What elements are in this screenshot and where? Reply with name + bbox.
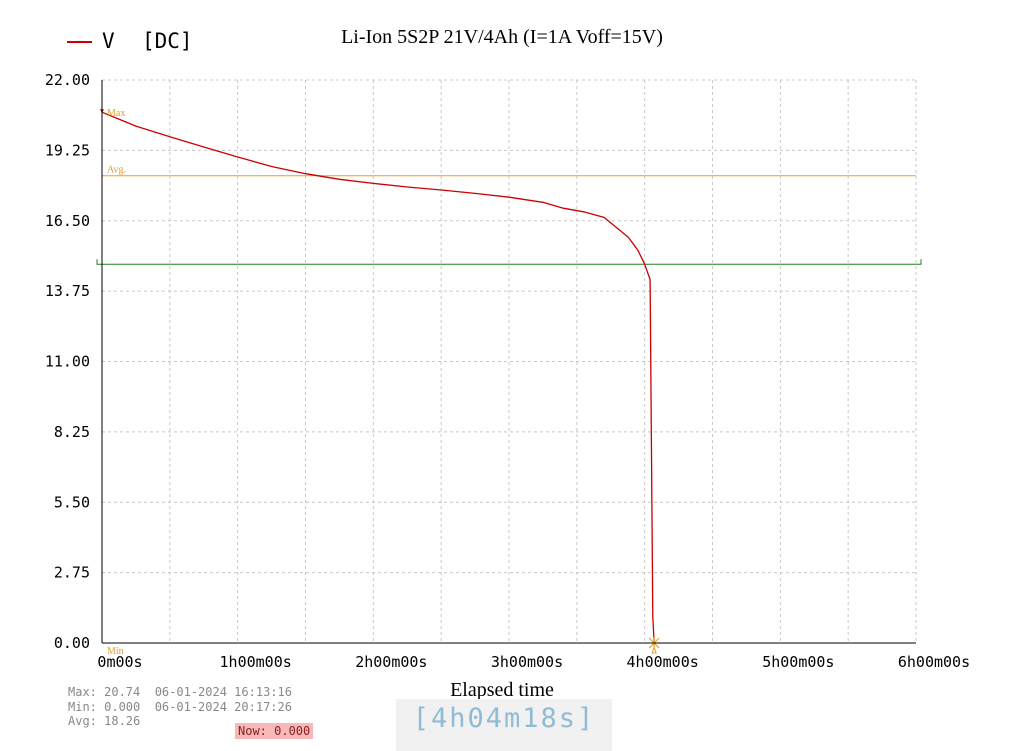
stats-max: Max: 20.74 06-01-2024 16:13:16 bbox=[68, 685, 292, 699]
x-tick-label: 0m00s bbox=[97, 653, 142, 671]
y-tick-label: 19.25 bbox=[45, 141, 90, 159]
reference-line-label: Avg. bbox=[107, 165, 126, 176]
grid bbox=[101, 79, 917, 644]
stats-avg: Avg: 18.26 bbox=[68, 714, 141, 728]
y-tick-label: 13.75 bbox=[45, 282, 90, 300]
y-tick-label: 16.50 bbox=[45, 212, 90, 230]
series-layer bbox=[101, 111, 655, 644]
x-axis-label: Elapsed time bbox=[450, 679, 554, 701]
chart-title: Li-Ion 5S2P 21V/4Ah (I=1A Voff=15V) bbox=[341, 26, 663, 48]
y-tick-label: 8.25 bbox=[54, 423, 90, 441]
y-tick-label: 22.00 bbox=[45, 71, 90, 89]
legend-mode: [DC] bbox=[142, 29, 193, 53]
reference-line-cap-right bbox=[916, 259, 922, 265]
x-tick-label: 6h00m00s bbox=[898, 653, 970, 671]
x-tick-label: 2h00m00s bbox=[355, 653, 427, 671]
series-line bbox=[101, 111, 655, 644]
min-marker-triangle-icon bbox=[651, 646, 657, 654]
stats-min: Min: 0.000 06-01-2024 20:17:26 bbox=[68, 699, 292, 714]
x-tick-label: 5h00m00s bbox=[762, 653, 834, 671]
y-tick-label: 2.75 bbox=[54, 564, 90, 582]
x-tick-label: 1h00m00s bbox=[220, 653, 292, 671]
x-tick-label: 3h00m00s bbox=[491, 653, 563, 671]
max-marker-label: Max bbox=[107, 108, 125, 119]
y-tick-label: 0.00 bbox=[54, 634, 90, 652]
elapsed-time-value: [4h04m18s] bbox=[412, 703, 596, 734]
y-tick-label: 5.50 bbox=[54, 493, 90, 511]
reference-lines: Avg. bbox=[96, 165, 922, 265]
legend: V [DC] bbox=[67, 29, 193, 53]
reference-line-cap-left bbox=[96, 259, 102, 265]
legend-label: V bbox=[102, 29, 115, 53]
x-tick-label: 4h00m00s bbox=[627, 653, 699, 671]
elapsed-time-display: [4h04m18s] bbox=[396, 699, 612, 751]
y-tick-label: 11.00 bbox=[45, 353, 90, 371]
min-marker-label: Min bbox=[107, 646, 124, 657]
now-value-badge: Now: 0.000 bbox=[235, 723, 314, 739]
axes: 22.00 19.25 16.50 13.75 11.00 8.25 5.50 2.75 0.0… bbox=[45, 71, 970, 671]
stats-panel: Max: 20.74 06-01-2024 16:13:16 Min: 0.00… bbox=[68, 685, 292, 729]
markers: Max Min bbox=[100, 108, 660, 657]
